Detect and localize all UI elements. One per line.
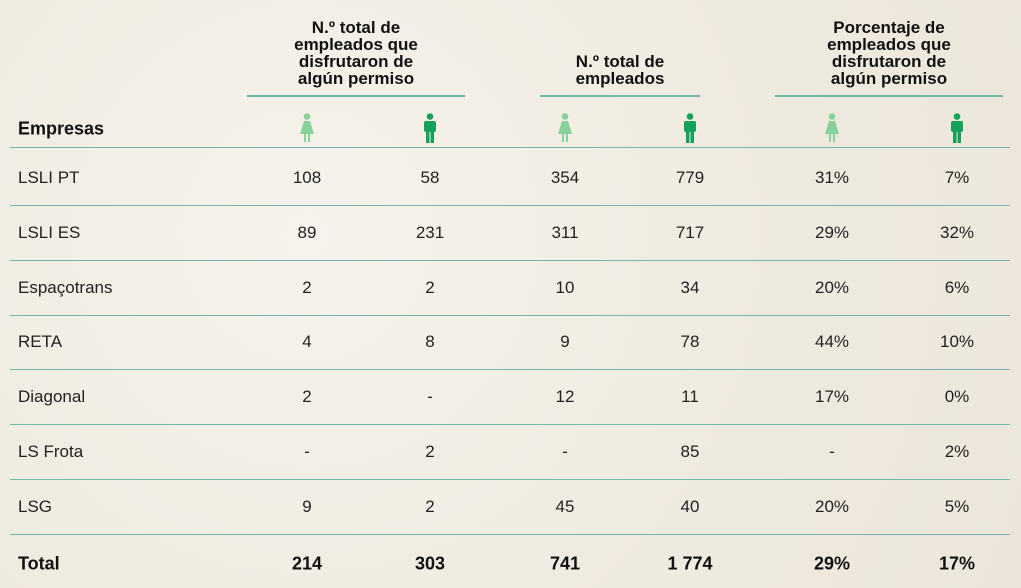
company-name: LS Frota	[18, 442, 84, 461]
cell-value: 45	[555, 496, 575, 516]
cell-value: 32%	[939, 222, 975, 242]
row-rule	[10, 147, 1010, 148]
group-underline	[540, 95, 700, 97]
cell-value: 12	[555, 387, 575, 407]
cell-value: 311	[551, 222, 579, 242]
female-icon	[558, 113, 572, 142]
header-line: N.º total de	[575, 52, 665, 71]
cell-value: 17%	[814, 387, 850, 407]
row-rule	[10, 369, 1010, 371]
cell-value: 10%	[939, 332, 975, 352]
cell-value: -	[427, 387, 433, 407]
total-label: Total	[18, 553, 60, 574]
header-line: Porcentaje de	[833, 18, 945, 37]
row-rule	[10, 424, 1010, 426]
cell-value: 2	[425, 442, 435, 461]
male-icon	[951, 113, 963, 143]
cell-value: 4	[302, 332, 312, 352]
header-line: empleados que	[294, 35, 418, 54]
cell-value: 0%	[944, 387, 970, 407]
header-line: empleados que	[827, 35, 951, 54]
company-name: LSLI ES	[18, 222, 81, 242]
header-line: disfrutaron de	[831, 52, 947, 71]
total-value: 741	[549, 553, 581, 574]
company-name: Espaçotrans	[18, 277, 113, 297]
row-rule	[10, 259, 1010, 261]
total-value: 17%	[938, 553, 976, 574]
cell-value: 31%	[814, 168, 850, 187]
female-icon	[300, 113, 314, 142]
total-value: 214	[291, 553, 323, 574]
female-icon	[825, 113, 839, 142]
cell-value: 6%	[944, 277, 970, 297]
cell-value: -	[829, 442, 835, 461]
cell-value: 10	[555, 277, 575, 297]
total-value: 303	[414, 553, 446, 574]
header-line: algún permiso	[297, 69, 415, 88]
cell-value: 58	[420, 168, 440, 187]
cell-value: 34	[680, 277, 700, 297]
company-name: LSLI PT	[18, 168, 80, 187]
company-name: Diagonal	[18, 387, 86, 407]
group-underline	[775, 95, 1003, 97]
cell-value: 2	[302, 277, 312, 297]
cell-value: 717	[675, 222, 705, 242]
cell-value: 85	[680, 442, 700, 461]
total-value: 29%	[813, 553, 851, 574]
cell-value: 2	[425, 277, 435, 297]
cell-value: 20%	[814, 496, 850, 516]
row-rule	[10, 479, 1010, 480]
male-icon	[684, 113, 696, 143]
cell-value: 108	[292, 168, 322, 187]
cell-value: 40	[680, 496, 700, 516]
cell-value: 44%	[814, 332, 850, 352]
cell-value: -	[562, 442, 568, 461]
cell-value: -	[304, 442, 310, 461]
header-line: empleados	[575, 69, 665, 88]
header-line: disfrutaron de	[298, 52, 414, 71]
cell-value: 9	[560, 332, 570, 352]
cell-value: 9	[302, 496, 312, 516]
cell-value: 8	[425, 332, 435, 352]
total-value: 1 774	[667, 553, 713, 574]
cell-value: 89	[297, 222, 317, 242]
male-icon	[424, 113, 436, 143]
cell-value: 354	[550, 168, 580, 187]
cell-value: 29%	[814, 222, 850, 242]
header-label: Empresas	[18, 118, 105, 139]
cell-value: 2	[302, 387, 312, 407]
row-rule	[10, 314, 1010, 316]
cell-value: 7%	[944, 168, 970, 187]
row-rule	[10, 205, 1010, 206]
header-line: algún permiso	[830, 69, 948, 88]
cell-value: 779	[675, 168, 705, 187]
header-line: N.º total de	[311, 18, 401, 37]
row-rule	[10, 533, 1010, 535]
cell-value: 5%	[944, 496, 970, 516]
cell-value: 20%	[814, 277, 850, 297]
group-underline	[247, 95, 465, 97]
company-name: RETA	[18, 332, 63, 352]
company-name: LSG	[18, 496, 53, 516]
cell-value: 2	[425, 496, 435, 516]
cell-value: 231	[415, 222, 445, 242]
cell-value: 11	[681, 387, 699, 407]
cell-value: 78	[680, 332, 700, 352]
cell-value: 2%	[944, 442, 970, 461]
